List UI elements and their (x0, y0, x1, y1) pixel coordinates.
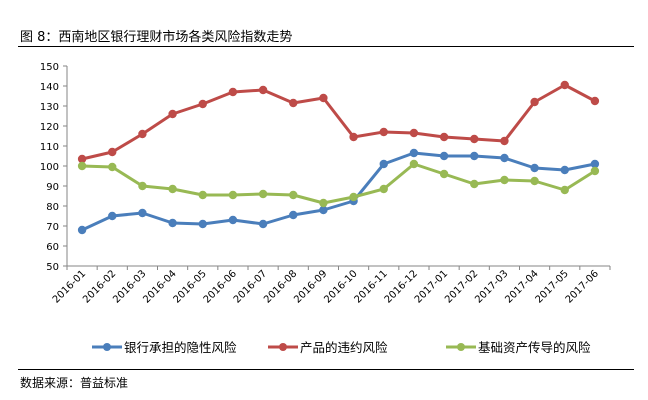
data-point (500, 136, 509, 146)
data-point (168, 218, 177, 228)
data-point (349, 132, 358, 142)
data-point (379, 127, 388, 137)
series-0 (77, 148, 600, 235)
data-point (439, 132, 449, 142)
data-point (108, 211, 117, 221)
data-point (500, 153, 509, 163)
y-tick-label: 110 (40, 142, 59, 153)
y-tick-label: 90 (46, 182, 59, 193)
data-point (470, 151, 479, 161)
legend-marker (103, 343, 111, 351)
data-point (138, 129, 147, 139)
y-tick-label: 100 (40, 162, 59, 173)
data-source: 数据来源：普益标准 (20, 376, 129, 390)
series-2 (77, 159, 600, 208)
data-point (289, 98, 298, 108)
data-point (319, 205, 328, 215)
data-point (379, 159, 388, 169)
data-point (198, 219, 207, 229)
data-point (168, 184, 177, 194)
x-tick-label: 2017-06 (564, 268, 601, 305)
data-point (470, 179, 479, 189)
legend-item: 产品的违约风险 (268, 340, 388, 355)
data-point (289, 210, 298, 220)
y-tick-label: 120 (40, 122, 59, 133)
data-point (439, 151, 449, 161)
data-point (319, 198, 328, 208)
legend-label: 产品的违约风险 (300, 340, 388, 355)
data-point (470, 134, 479, 144)
legend-label: 基础资产传导的风险 (478, 340, 591, 355)
y-tick-label: 130 (40, 102, 59, 113)
title-rule (18, 46, 634, 47)
series-line (81, 83, 596, 161)
data-point (108, 147, 117, 157)
y-tick-label: 140 (40, 82, 59, 93)
data-point (138, 181, 147, 191)
legend-marker (279, 343, 287, 351)
legend-item: 银行承担的隐性风险 (92, 340, 237, 355)
y-tick-label: 70 (46, 222, 59, 233)
data-point (590, 96, 600, 106)
legend-label: 银行承担的隐性风险 (124, 340, 237, 355)
y-tick-label: 80 (46, 202, 59, 213)
data-point (349, 192, 358, 202)
data-point (590, 159, 600, 169)
data-point (138, 208, 147, 218)
legend-marker (457, 343, 465, 351)
data-point (409, 159, 419, 169)
data-point (560, 165, 569, 175)
y-tick-label: 50 (46, 262, 59, 273)
y-tick-label: 150 (40, 62, 59, 73)
data-point (560, 80, 569, 90)
series-line (81, 151, 596, 232)
figure-title: 图 8：西南地区银行理财市场各类风险指数走势 (20, 30, 293, 45)
data-point (77, 161, 87, 171)
data-point (258, 189, 268, 199)
data-point (168, 109, 177, 119)
data-point (77, 154, 87, 164)
series-line (82, 162, 596, 205)
data-point (228, 190, 238, 200)
y-tick-label: 60 (46, 242, 59, 253)
data-point (228, 87, 238, 97)
data-point (228, 215, 238, 225)
data-point (560, 185, 569, 195)
data-point (530, 176, 539, 186)
data-point (77, 225, 87, 235)
data-point (108, 162, 117, 172)
data-point (590, 166, 600, 176)
data-point (258, 85, 268, 95)
data-point (198, 190, 207, 200)
data-point (319, 93, 328, 103)
data-point (530, 163, 539, 173)
data-point (500, 175, 509, 185)
data-point (289, 190, 298, 200)
data-point (439, 169, 449, 179)
data-point (198, 99, 207, 109)
data-point (258, 219, 268, 229)
data-point (409, 148, 419, 158)
legend-item: 基础资产传导的风险 (446, 340, 591, 355)
data-point (530, 97, 539, 107)
series-1 (77, 80, 600, 164)
source-rule (18, 369, 634, 370)
data-point (409, 128, 419, 138)
data-point (379, 184, 388, 194)
